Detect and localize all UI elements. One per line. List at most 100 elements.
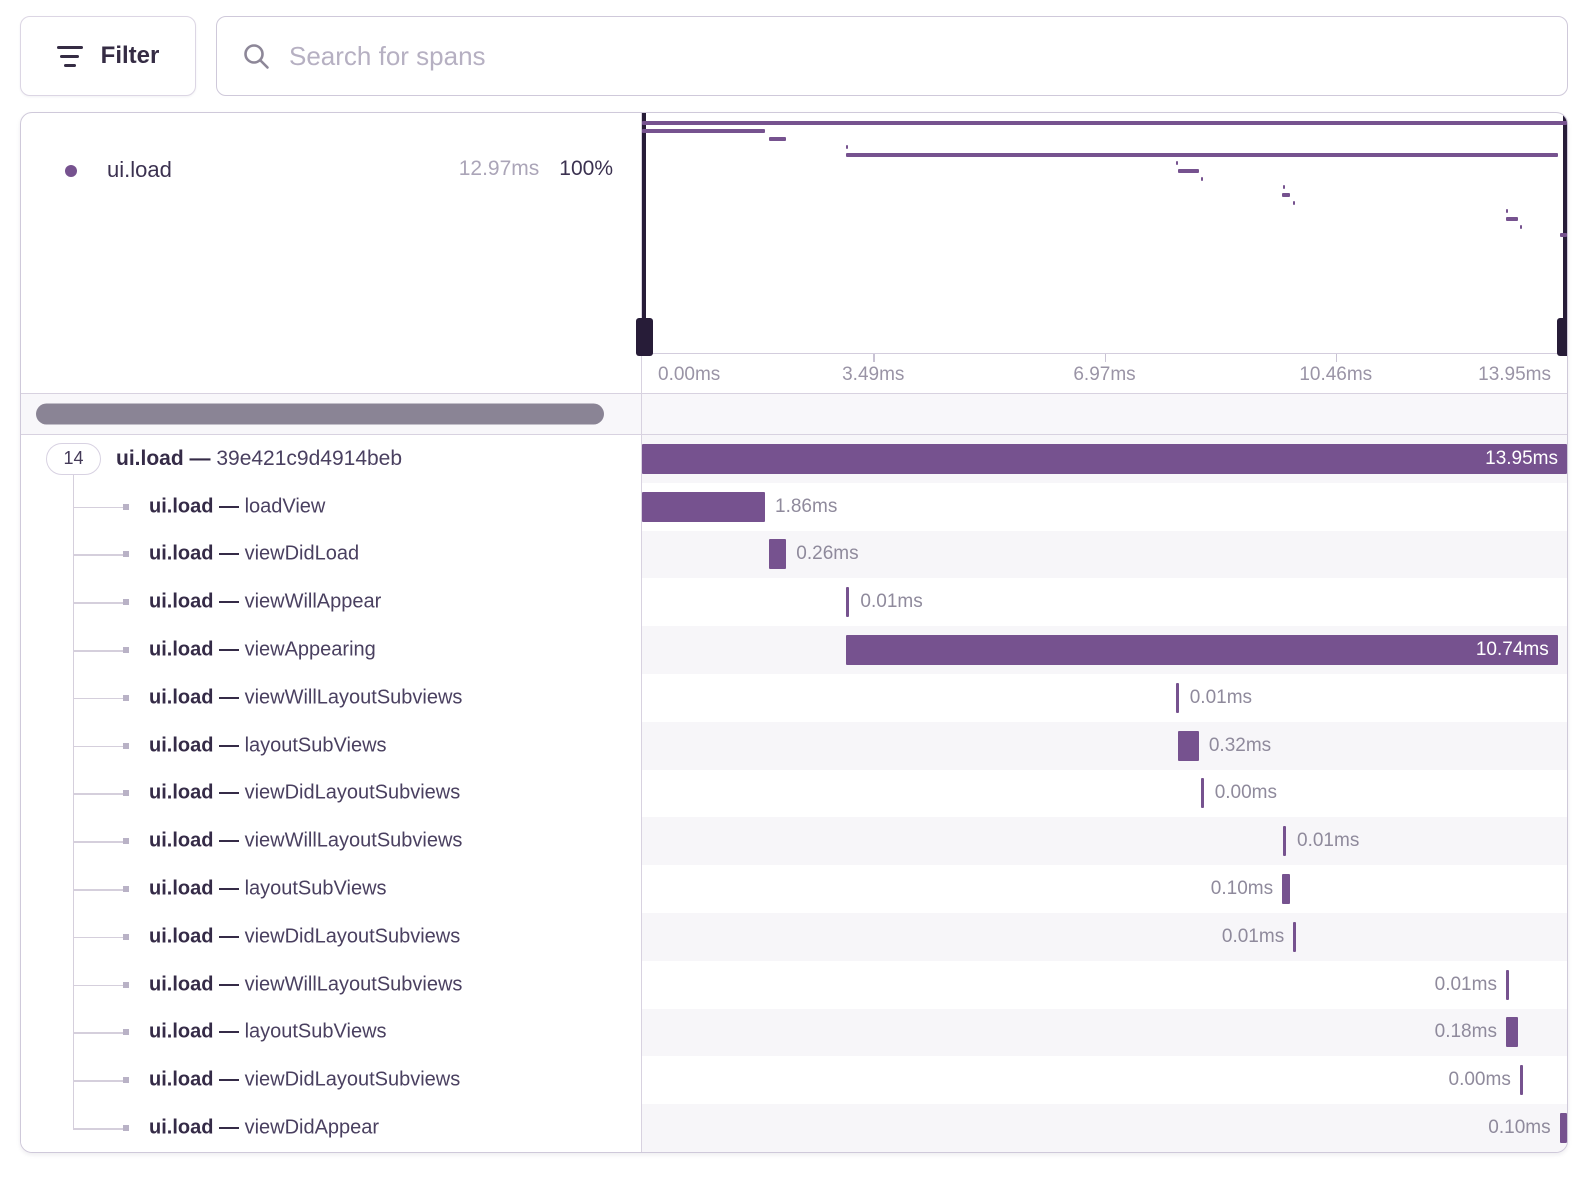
- span-row[interactable]: ui.load — layoutSubViews 0.18ms: [21, 1008, 1567, 1057]
- span-row-timeline[interactable]: 0.32ms: [642, 721, 1567, 770]
- span-row-left[interactable]: ui.load — viewWillLayoutSubviews: [21, 817, 642, 866]
- span-bar[interactable]: [1559, 1113, 1567, 1144]
- span-op-prefix: ui.load —: [149, 1116, 245, 1139]
- span-row-left[interactable]: ui.load — viewWillAppear: [21, 578, 642, 627]
- span-op-prefix: ui.load —: [149, 542, 245, 565]
- span-bar[interactable]: [1519, 1065, 1523, 1096]
- span-row[interactable]: ui.load — layoutSubViews 0.10ms: [21, 865, 1567, 913]
- tree-connector-dot: [123, 981, 129, 988]
- span-row[interactable]: ui.load — viewDidLayoutSubviews 0.01ms: [21, 912, 1567, 961]
- tree-connector-dot: [123, 933, 129, 940]
- filter-button[interactable]: Filter: [20, 16, 196, 96]
- span-row-timeline[interactable]: 0.00ms: [642, 1056, 1567, 1104]
- span-row-left[interactable]: ui.load — viewWillLayoutSubviews: [21, 673, 642, 722]
- span-name-label: ui.load — loadView: [149, 495, 325, 518]
- span-bar[interactable]: [1293, 921, 1297, 952]
- span-bar[interactable]: [1177, 730, 1199, 761]
- span-row[interactable]: ui.load — viewDidLayoutSubviews 0.00ms: [21, 1056, 1567, 1105]
- span-row-left[interactable]: ui.load — viewDidLayoutSubviews: [21, 912, 642, 961]
- span-description: loadView: [244, 495, 326, 518]
- minimap-handle-grip[interactable]: [1556, 318, 1567, 356]
- search-input[interactable]: [289, 40, 1543, 72]
- span-bar[interactable]: [846, 587, 850, 618]
- span-row-timeline[interactable]: 0.10ms: [642, 1104, 1567, 1152]
- span-row-left[interactable]: ui.load — layoutSubViews: [21, 1008, 642, 1057]
- span-row[interactable]: ui.load — layoutSubViews 0.32ms: [21, 721, 1567, 770]
- search-box[interactable]: [216, 16, 1568, 96]
- minimap-handle-grip[interactable]: [635, 318, 653, 356]
- span-row-timeline[interactable]: 0.01ms: [642, 912, 1567, 961]
- axis-tick-label: 6.97ms: [1073, 364, 1136, 386]
- span-row-left[interactable]: ui.load — viewAppearing: [21, 626, 642, 674]
- span-description: viewWillLayoutSubviews: [244, 973, 463, 996]
- span-row-left[interactable]: ui.load — viewDidLayoutSubviews: [21, 1056, 642, 1105]
- tree-horizontal-connector: [72, 889, 126, 891]
- span-row-timeline[interactable]: 0.00ms: [642, 770, 1567, 818]
- span-bar[interactable]: [1505, 1017, 1518, 1048]
- span-row[interactable]: ui.load — loadView 1.86ms: [21, 482, 1567, 531]
- span-op-prefix: ui.load —: [149, 495, 245, 518]
- span-duration-label: 0.26ms: [796, 543, 859, 565]
- span-duration-label: 0.01ms: [1297, 830, 1360, 852]
- span-bar[interactable]: [1175, 682, 1179, 713]
- span-row-left[interactable]: ui.load — viewDidLayoutSubviews: [21, 769, 642, 818]
- span-bar[interactable]: [768, 539, 787, 570]
- span-row-left[interactable]: ui.load — loadView: [21, 482, 642, 531]
- span-row[interactable]: ui.load — viewWillAppear 0.01ms: [21, 578, 1567, 627]
- minimap-span-bar: [768, 137, 787, 141]
- span-name-label: ui.load — layoutSubViews: [149, 878, 387, 901]
- tree-horizontal-connector: [72, 554, 126, 556]
- span-name-label: ui.load — viewDidLoad: [149, 543, 359, 566]
- span-row-timeline[interactable]: 0.10ms: [642, 865, 1567, 913]
- span-row-timeline[interactable]: 0.01ms: [642, 578, 1567, 626]
- span-row-timeline[interactable]: 0.01ms: [642, 674, 1567, 722]
- span-op-prefix: ui.load —: [116, 446, 217, 470]
- axis-tick-mark: [1335, 354, 1338, 362]
- span-row-left[interactable]: ui.load — layoutSubViews: [21, 865, 642, 913]
- span-row-timeline[interactable]: 13.95ms: [642, 435, 1567, 483]
- span-row-timeline[interactable]: 10.74ms: [642, 626, 1567, 674]
- span-description: viewDidLayoutSubviews: [244, 781, 461, 804]
- span-bar[interactable]: [1283, 826, 1287, 857]
- span-name-label: ui.load — viewAppearing: [149, 639, 376, 662]
- tree-horizontal-connector: [72, 793, 126, 795]
- span-row-timeline[interactable]: 0.18ms: [642, 1008, 1567, 1057]
- span-row-timeline[interactable]: 0.01ms: [642, 817, 1567, 866]
- span-row[interactable]: ui.load — viewDidLayoutSubviews 0.00ms: [21, 769, 1567, 818]
- span-row[interactable]: ui.load — viewDidLoad 0.26ms: [21, 530, 1567, 579]
- tree-horizontal-connector: [72, 506, 126, 509]
- span-bar[interactable]: 10.74ms: [846, 635, 1558, 666]
- span-row[interactable]: 14 ui.load — 39e421c9d4914beb 13.95ms: [21, 435, 1567, 483]
- span-row-left[interactable]: ui.load — viewDidLoad: [21, 530, 642, 579]
- span-row[interactable]: ui.load — viewWillLayoutSubviews 0.01ms: [21, 817, 1567, 866]
- span-row-left[interactable]: ui.load — viewWillLayoutSubviews: [21, 960, 642, 1009]
- span-description: viewDidLayoutSubviews: [244, 925, 461, 948]
- span-row-timeline[interactable]: 1.86ms: [642, 483, 1567, 531]
- minimap-span-bar: [642, 129, 766, 133]
- span-row-timeline[interactable]: 0.01ms: [642, 961, 1567, 1009]
- span-name-label: ui.load — viewWillLayoutSubviews: [149, 686, 462, 709]
- span-row[interactable]: ui.load — viewDidAppear 0.10ms: [21, 1104, 1567, 1152]
- span-children-count-badge[interactable]: 14: [46, 442, 101, 475]
- span-bar[interactable]: [642, 491, 766, 522]
- minimap-span-bar: [1282, 193, 1291, 197]
- span-bar[interactable]: [1282, 874, 1291, 905]
- span-row-left[interactable]: ui.load — layoutSubViews: [21, 721, 642, 770]
- span-bar[interactable]: [1505, 969, 1509, 1000]
- scrollbar-thumb[interactable]: [36, 403, 604, 425]
- span-description: viewDidLoad: [244, 542, 360, 565]
- span-row[interactable]: ui.load — viewAppearing 10.74ms: [21, 626, 1567, 674]
- filter-button-label: Filter: [100, 42, 160, 69]
- span-row[interactable]: ui.load — viewWillLayoutSubviews 0.01ms: [21, 960, 1567, 1009]
- span-row-left[interactable]: ui.load — viewDidAppear: [21, 1104, 642, 1152]
- span-duration-label: 1.86ms: [775, 495, 838, 517]
- span-row-timeline[interactable]: 0.26ms: [642, 530, 1567, 579]
- span-bar[interactable]: 13.95ms: [642, 443, 1567, 474]
- minimap-span-bar: [642, 121, 1567, 125]
- minimap[interactable]: [635, 113, 1567, 356]
- span-bar[interactable]: [1200, 778, 1204, 809]
- tree-connector-dot: [123, 1077, 129, 1084]
- span-row[interactable]: ui.load — viewWillLayoutSubviews 0.01ms: [21, 673, 1567, 722]
- span-color-dot: [65, 165, 77, 177]
- span-row-left[interactable]: 14 ui.load — 39e421c9d4914beb: [21, 435, 642, 483]
